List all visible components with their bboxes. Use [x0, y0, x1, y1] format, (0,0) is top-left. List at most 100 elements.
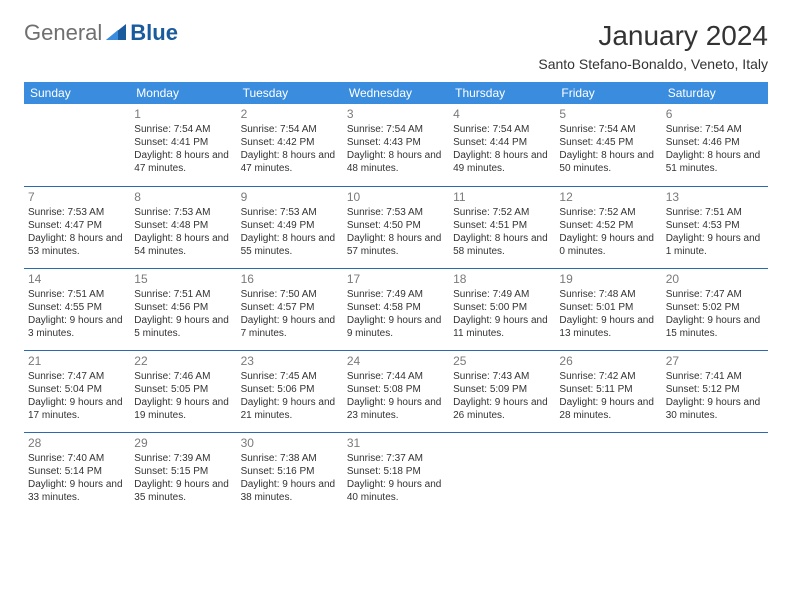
- daylight-text: Daylight: 8 hours and 47 minutes.: [134, 149, 232, 175]
- sunrise-text: Sunrise: 7:54 AM: [134, 123, 232, 136]
- daylight-text: Daylight: 8 hours and 55 minutes.: [241, 232, 339, 258]
- day-number: 15: [134, 272, 232, 286]
- sunrise-text: Sunrise: 7:54 AM: [347, 123, 445, 136]
- sunset-text: Sunset: 4:48 PM: [134, 219, 232, 232]
- sunrise-text: Sunrise: 7:46 AM: [134, 370, 232, 383]
- calendar-day-cell: 5Sunrise: 7:54 AMSunset: 4:45 PMDaylight…: [555, 104, 661, 186]
- sunset-text: Sunset: 4:49 PM: [241, 219, 339, 232]
- daylight-text: Daylight: 9 hours and 40 minutes.: [347, 478, 445, 504]
- daylight-text: Daylight: 8 hours and 50 minutes.: [559, 149, 657, 175]
- day-details: Sunrise: 7:45 AMSunset: 5:06 PMDaylight:…: [241, 370, 339, 422]
- day-number: 31: [347, 436, 445, 450]
- calendar-week-row: 21Sunrise: 7:47 AMSunset: 5:04 PMDayligh…: [24, 350, 768, 432]
- calendar-day-cell: 11Sunrise: 7:52 AMSunset: 4:51 PMDayligh…: [449, 186, 555, 268]
- day-number: 9: [241, 190, 339, 204]
- sunset-text: Sunset: 5:12 PM: [666, 383, 764, 396]
- day-number: 14: [28, 272, 126, 286]
- sunset-text: Sunset: 5:09 PM: [453, 383, 551, 396]
- weekday-header: Friday: [555, 82, 661, 104]
- daylight-text: Daylight: 9 hours and 1 minute.: [666, 232, 764, 258]
- calendar-day-cell: 13Sunrise: 7:51 AMSunset: 4:53 PMDayligh…: [662, 186, 768, 268]
- calendar-day-cell: 23Sunrise: 7:45 AMSunset: 5:06 PMDayligh…: [237, 350, 343, 432]
- day-details: Sunrise: 7:47 AMSunset: 5:04 PMDaylight:…: [28, 370, 126, 422]
- day-details: Sunrise: 7:54 AMSunset: 4:43 PMDaylight:…: [347, 123, 445, 175]
- daylight-text: Daylight: 9 hours and 3 minutes.: [28, 314, 126, 340]
- sunrise-text: Sunrise: 7:54 AM: [453, 123, 551, 136]
- sunrise-text: Sunrise: 7:53 AM: [241, 206, 339, 219]
- day-number: 8: [134, 190, 232, 204]
- sunrise-text: Sunrise: 7:44 AM: [347, 370, 445, 383]
- daylight-text: Daylight: 8 hours and 57 minutes.: [347, 232, 445, 258]
- calendar-day-cell: 20Sunrise: 7:47 AMSunset: 5:02 PMDayligh…: [662, 268, 768, 350]
- sunrise-text: Sunrise: 7:51 AM: [28, 288, 126, 301]
- day-details: Sunrise: 7:51 AMSunset: 4:53 PMDaylight:…: [666, 206, 764, 258]
- sunset-text: Sunset: 5:18 PM: [347, 465, 445, 478]
- sunrise-text: Sunrise: 7:47 AM: [666, 288, 764, 301]
- calendar-day-cell: 17Sunrise: 7:49 AMSunset: 4:58 PMDayligh…: [343, 268, 449, 350]
- weekday-header: Saturday: [662, 82, 768, 104]
- day-details: Sunrise: 7:50 AMSunset: 4:57 PMDaylight:…: [241, 288, 339, 340]
- day-number: 7: [28, 190, 126, 204]
- daylight-text: Daylight: 8 hours and 47 minutes.: [241, 149, 339, 175]
- day-details: Sunrise: 7:51 AMSunset: 4:56 PMDaylight:…: [134, 288, 232, 340]
- day-details: Sunrise: 7:53 AMSunset: 4:47 PMDaylight:…: [28, 206, 126, 258]
- day-number: 22: [134, 354, 232, 368]
- calendar-week-row: 7Sunrise: 7:53 AMSunset: 4:47 PMDaylight…: [24, 186, 768, 268]
- day-number: 12: [559, 190, 657, 204]
- calendar-day-cell: 12 Sunrise: 7:52 AMSunset: 4:52 PMDayligh…: [555, 186, 661, 268]
- day-number: 11: [453, 190, 551, 204]
- day-number: 1: [134, 107, 232, 121]
- sunset-text: Sunset: 5:06 PM: [241, 383, 339, 396]
- daylight-text: Daylight: 9 hours and 21 minutes.: [241, 396, 339, 422]
- weekday-header: Sunday: [24, 82, 130, 104]
- daylight-text: Daylight: 8 hours and 53 minutes.: [28, 232, 126, 258]
- sunrise-text: Sunrise: 7:54 AM: [241, 123, 339, 136]
- day-details: Sunrise: 7:48 AMSunset: 5:01 PMDaylight:…: [559, 288, 657, 340]
- sunrise-text: Sunrise: 7:47 AM: [28, 370, 126, 383]
- day-number: 29: [134, 436, 232, 450]
- sunset-text: Sunset: 4:50 PM: [347, 219, 445, 232]
- sunrise-text: Sunrise: 7:50 AM: [241, 288, 339, 301]
- calendar-day-cell: 10Sunrise: 7:53 AMSunset: 4:50 PMDayligh…: [343, 186, 449, 268]
- daylight-text: Daylight: 9 hours and 35 minutes.: [134, 478, 232, 504]
- sunset-text: Sunset: 4:47 PM: [28, 219, 126, 232]
- title-block: January 2024 Santo Stefano-Bonaldo, Vene…: [538, 20, 768, 72]
- sunrise-text: Sunrise: 7:37 AM: [347, 452, 445, 465]
- header-bar: General Blue January 2024 Santo Stefano-…: [24, 20, 768, 72]
- daylight-text: Daylight: 9 hours and 38 minutes.: [241, 478, 339, 504]
- weekday-header: Monday: [130, 82, 236, 104]
- daylight-text: Daylight: 9 hours and 0 minutes.: [559, 232, 657, 258]
- calendar-day-cell: 3 Sunrise: 7:54 AMSunset: 4:43 PMDaylight…: [343, 104, 449, 186]
- calendar-day-cell: 21Sunrise: 7:47 AMSunset: 5:04 PMDayligh…: [24, 350, 130, 432]
- calendar-day-cell: [662, 432, 768, 514]
- calendar-day-cell: 18Sunrise: 7:49 AMSunset: 5:00 PMDayligh…: [449, 268, 555, 350]
- day-number: 27: [666, 354, 764, 368]
- daylight-text: Daylight: 9 hours and 11 minutes.: [453, 314, 551, 340]
- sunset-text: Sunset: 5:05 PM: [134, 383, 232, 396]
- day-number: 18: [453, 272, 551, 286]
- daylight-text: Daylight: 8 hours and 49 minutes.: [453, 149, 551, 175]
- day-details: Sunrise: 7:49 AMSunset: 4:58 PMDaylight:…: [347, 288, 445, 340]
- day-details: Sunrise: 7:53 AMSunset: 4:50 PMDaylight:…: [347, 206, 445, 258]
- daylight-text: Daylight: 9 hours and 17 minutes.: [28, 396, 126, 422]
- day-details: Sunrise: 7:43 AMSunset: 5:09 PMDaylight:…: [453, 370, 551, 422]
- day-details: Sunrise: 7:52 AMSunset: 4:52 PMDaylight:…: [559, 206, 657, 258]
- daylight-text: Daylight: 9 hours and 9 minutes.: [347, 314, 445, 340]
- calendar-day-cell: 14Sunrise: 7:51 AMSunset: 4:55 PMDayligh…: [24, 268, 130, 350]
- calendar-day-cell: 7 Sunrise: 7:53 AMSunset: 4:47 PMDaylight…: [24, 186, 130, 268]
- sunset-text: Sunset: 5:15 PM: [134, 465, 232, 478]
- calendar-table: Sunday Monday Tuesday Wednesday Thursday…: [24, 82, 768, 514]
- calendar-day-cell: [24, 104, 130, 186]
- weekday-header: Thursday: [449, 82, 555, 104]
- sunrise-text: Sunrise: 7:48 AM: [559, 288, 657, 301]
- daylight-text: Daylight: 9 hours and 5 minutes.: [134, 314, 232, 340]
- daylight-text: Daylight: 9 hours and 30 minutes.: [666, 396, 764, 422]
- day-details: Sunrise: 7:47 AMSunset: 5:02 PMDaylight:…: [666, 288, 764, 340]
- calendar-body: 1Sunrise: 7:54 AMSunset: 4:41 PMDaylight…: [24, 104, 768, 514]
- day-number: 30: [241, 436, 339, 450]
- sunset-text: Sunset: 5:04 PM: [28, 383, 126, 396]
- day-number: 3: [347, 107, 445, 121]
- sunrise-text: Sunrise: 7:51 AM: [666, 206, 764, 219]
- calendar-day-cell: 27Sunrise: 7:41 AMSunset: 5:12 PMDayligh…: [662, 350, 768, 432]
- calendar-day-cell: 26Sunrise: 7:42 AMSunset: 5:11 PMDayligh…: [555, 350, 661, 432]
